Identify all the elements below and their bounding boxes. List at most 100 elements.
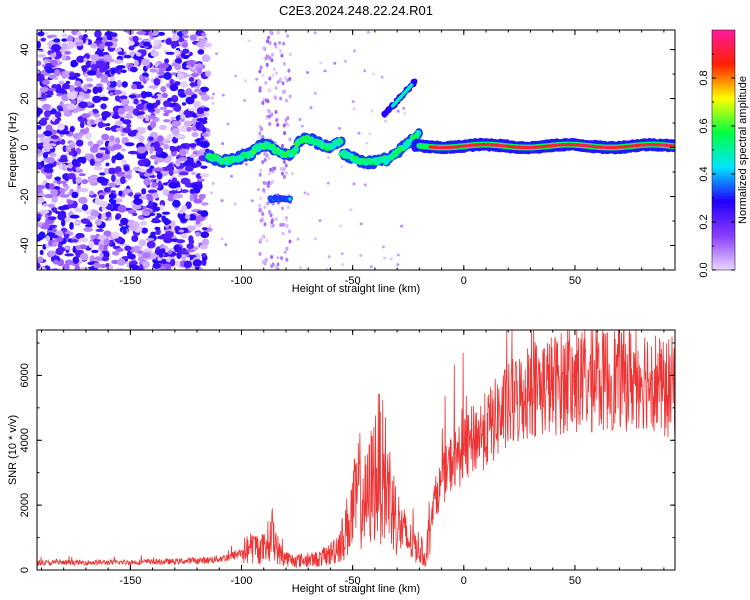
noise-blob [94, 30, 102, 38]
noise-blob [176, 159, 181, 165]
noise-blob [51, 196, 58, 203]
noise-blob [123, 30, 132, 33]
noise-blob [173, 103, 182, 112]
noise-blob [280, 53, 284, 58]
noise-blob [86, 215, 97, 221]
noise-blob [173, 50, 181, 56]
noise-blob [164, 231, 174, 238]
noise-blob [283, 131, 287, 136]
noise-blob [145, 237, 155, 242]
noise-blob [255, 77, 259, 81]
noise-blob [280, 206, 284, 211]
noise-blob [400, 224, 404, 228]
noise-blob [163, 109, 174, 114]
noise-blob [163, 236, 173, 244]
noise-blob [274, 110, 278, 115]
noise-blob [73, 72, 81, 78]
noise-blob [66, 103, 76, 110]
noise-blob [56, 230, 64, 237]
noise-blob [94, 198, 101, 206]
noise-blob [91, 61, 97, 65]
noise-blob [115, 120, 124, 127]
noise-blob [200, 210, 209, 218]
noise-blob [352, 107, 356, 111]
noise-blob [306, 71, 310, 75]
noise-blob [67, 192, 72, 196]
spectrogram-y-tick-label: -40 [19, 238, 31, 254]
noise-blob [74, 41, 84, 47]
snr-y-axis: 0 2000 4000 6000 [19, 342, 675, 573]
noise-blob [154, 157, 165, 163]
noise-blob [87, 70, 97, 76]
noise-blob [76, 96, 83, 101]
noise-blob [152, 206, 162, 211]
noise-blob [55, 247, 64, 256]
noise-blob [56, 236, 64, 243]
noise-blob [282, 89, 286, 94]
noise-blob [184, 214, 191, 220]
noise-blob [159, 106, 168, 111]
noise-blob [212, 92, 216, 96]
noise-blob [270, 58, 274, 63]
noise-blob [145, 113, 150, 122]
noise-blob [124, 55, 132, 59]
noise-blob [369, 265, 373, 269]
noise-blob [258, 131, 262, 136]
noise-blob [167, 97, 173, 102]
noise-blob [42, 152, 49, 159]
noise-blob [136, 30, 147, 35]
noise-blob [211, 101, 215, 105]
noise-blob [46, 232, 56, 237]
noise-blob [71, 239, 79, 243]
noise-blob [58, 80, 65, 85]
noise-blob [276, 122, 280, 127]
noise-blob [48, 74, 56, 79]
noise-blob [173, 193, 184, 199]
noise-blob [279, 77, 283, 82]
noise-blob [45, 68, 55, 74]
noise-blob [303, 191, 307, 195]
colorbar-tick-label: 0.2 [698, 214, 710, 229]
noise-blob [135, 52, 142, 57]
noise-blob [181, 102, 187, 106]
noise-blob [45, 124, 53, 133]
noise-blob [65, 80, 71, 85]
noise-blob [180, 233, 188, 239]
noise-blob [108, 182, 117, 188]
noise-blob [59, 194, 70, 198]
noise-blob [93, 113, 101, 118]
noise-blob [144, 76, 150, 81]
noise-blob [43, 167, 54, 174]
noise-blob [179, 189, 189, 194]
noise-blob [306, 192, 310, 196]
noise-blob [162, 188, 170, 196]
noise-blob [177, 88, 185, 93]
noise-blob [41, 117, 49, 121]
noise-blob [275, 118, 279, 123]
noise-blob [132, 212, 138, 217]
snr-series [37, 330, 675, 569]
noise-blob [189, 82, 199, 87]
noise-blob [176, 239, 186, 244]
noise-blob [152, 192, 159, 199]
spectrogram-panel: -150 -100 -50 0 50 -40 -20 0 20 40 Height of str… [7, 29, 676, 295]
noise-blob [196, 35, 206, 40]
noise-blob [288, 52, 292, 57]
noise-blob [208, 224, 212, 228]
spectrogram-y-tick-label: -20 [19, 189, 31, 205]
noise-blob [200, 32, 207, 37]
noise-blob [389, 257, 393, 261]
noise-blob [148, 200, 154, 207]
noise-blob [67, 173, 76, 180]
noise-blob [201, 202, 209, 206]
noise-blob [195, 231, 201, 237]
noise-blob [138, 239, 147, 247]
noise-blob [74, 80, 82, 87]
noise-blob [148, 252, 157, 260]
noise-blob [333, 61, 337, 65]
noise-blob [148, 136, 154, 141]
noise-blob [270, 255, 274, 260]
noise-blob [243, 98, 247, 102]
noise-blob [133, 98, 139, 105]
noise-blob [42, 141, 51, 150]
